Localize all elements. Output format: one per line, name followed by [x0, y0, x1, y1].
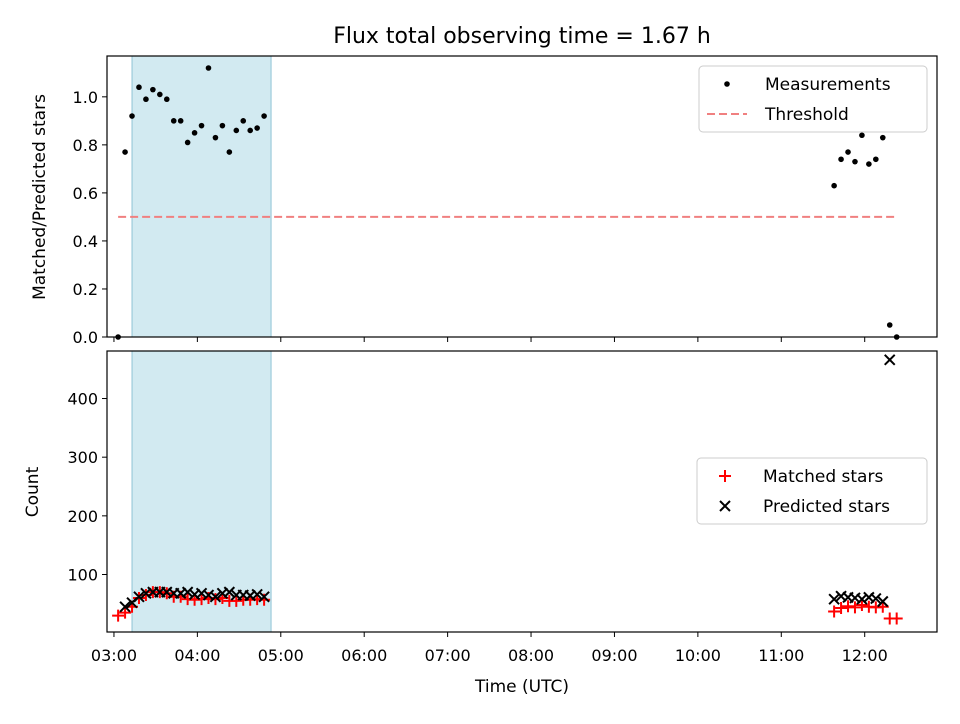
- top-measurement-point: [191, 130, 198, 136]
- top-measurement-point: [226, 149, 233, 155]
- bottom-x-tick-label: 09:00: [591, 646, 637, 665]
- bottom-legend-box: [696, 457, 928, 525]
- top-measurement-point: [859, 132, 865, 139]
- bottom-x-tick-label: 03:00: [91, 646, 137, 665]
- bottom-predicted-point: [209, 591, 222, 603]
- bottom-predicted-point: [258, 591, 270, 603]
- bottom-predicted-point: [119, 601, 131, 613]
- top-measurement-point: [198, 122, 205, 129]
- bottom-predicted-point: [828, 593, 840, 605]
- top-measurement-point: [831, 182, 837, 189]
- top-measurement-point: [205, 65, 212, 71]
- top-y-axis-label: Matched/Predicted stars: [30, 94, 50, 300]
- bottom-matched-point: [230, 594, 243, 607]
- top-measurement-point: [143, 96, 149, 103]
- top-y-tick-label: 0.4: [73, 232, 98, 251]
- bottom-x-tick-label: 05:00: [258, 646, 304, 665]
- bottom-predicted-point: [856, 593, 868, 605]
- bottom-predicted-point: [181, 586, 194, 598]
- bottom-matched-point: [112, 609, 125, 622]
- bottom-axes-frame: [106, 350, 938, 633]
- bottom-matched-point: [842, 600, 855, 613]
- bottom-y-tick-label: 200: [67, 507, 98, 526]
- top-measurement-point: [170, 118, 177, 124]
- top-measurement-point: [873, 156, 879, 163]
- x-axis-label: Time (UTC): [474, 677, 569, 697]
- top-measurement-point: [240, 118, 247, 124]
- bottom-predicted-point: [870, 592, 882, 605]
- top-legend: Measurements Threshold: [698, 65, 928, 133]
- top-legend-box: [698, 65, 928, 133]
- bottom-predicted-point: [133, 591, 145, 603]
- bottom-legend-marker: [719, 470, 731, 482]
- bottom-predicted-point: [202, 589, 215, 601]
- top-measurement-point: [886, 322, 893, 328]
- top-y-tick-label: 1.0: [73, 88, 98, 107]
- bottom-matched-point: [855, 599, 868, 612]
- top-y-tick-label: 0.2: [73, 280, 98, 299]
- top-y-tick-label: 0.8: [73, 136, 98, 155]
- top-measurement-point: [852, 158, 858, 165]
- top-measurement-point: [150, 86, 156, 93]
- top-measurement-point: [261, 113, 267, 119]
- top-measurement-point: [845, 149, 851, 155]
- top-measurement-point: [233, 127, 240, 134]
- top-measurement-point: [212, 134, 219, 141]
- bottom-x-tick-label: 06:00: [341, 646, 387, 665]
- top-axes-frame: [106, 55, 938, 338]
- top-measurement-point: [219, 122, 226, 129]
- bottom-x-tick-label: 07:00: [425, 646, 471, 665]
- top-measurement-point: [163, 96, 170, 103]
- bottom-matched-point: [848, 601, 861, 614]
- bottom-x-tick-label: 04:00: [174, 646, 220, 665]
- bottom-y-tick-label: 300: [67, 448, 98, 467]
- chart-title: Flux total observing time = 1.67 h: [333, 24, 711, 49]
- top-legend-label: Threshold: [764, 105, 849, 125]
- top-measurement-point: [129, 113, 135, 119]
- bottom-predicted-point: [877, 595, 889, 608]
- bottom-legend-label: Matched stars: [763, 467, 883, 487]
- top-observing-span: [131, 55, 272, 338]
- top-y-tick-label: 0.6: [73, 184, 98, 203]
- bottom-panel: 100 200 300 400 03:00 04:00 05:00 06:00 07:00 08:…: [67, 350, 938, 665]
- top-measurement-point: [122, 149, 128, 155]
- bottom-legend-label: Predicted stars: [763, 497, 890, 517]
- top-measurement-point: [247, 127, 253, 134]
- bottom-matched-point: [119, 606, 132, 619]
- top-measurement-point: [838, 156, 844, 163]
- top-measurement-point: [177, 118, 184, 124]
- top-legend-label: Measurements: [765, 75, 891, 95]
- top-measurement-point: [866, 161, 872, 167]
- bottom-predicted-point: [251, 588, 263, 601]
- bottom-x-tick-label: 12:00: [842, 646, 888, 665]
- top-measurement-point: [136, 84, 142, 91]
- bottom-matched-point: [835, 601, 848, 614]
- bottom-matched-point: [890, 612, 903, 625]
- top-legend-marker: [724, 81, 730, 87]
- bottom-y-tick-label: 100: [67, 566, 98, 585]
- bottom-predicted-point: [884, 354, 896, 366]
- bottom-x-tick-label: 11:00: [758, 646, 804, 665]
- bottom-legend-marker: [719, 500, 731, 512]
- bottom-x-tick-label: 10:00: [675, 646, 721, 665]
- bottom-y-tick-label: 400: [67, 390, 98, 409]
- bottom-predicted-point: [223, 586, 236, 598]
- top-measurement-point: [254, 125, 260, 131]
- top-panel: 0.0 0.2 0.4 0.6 0.8 1.0 Measurements Threshold: [73, 55, 938, 347]
- top-measurement-point: [879, 134, 886, 141]
- top-measurement-point: [157, 91, 163, 98]
- top-y-tick-label: 0.0: [73, 328, 98, 347]
- bottom-x-tick-label: 08:00: [508, 646, 554, 665]
- top-measurement-point: [184, 139, 191, 146]
- bottom-y-axis-label: Count: [23, 466, 43, 517]
- bottom-matched-point: [828, 605, 841, 618]
- bottom-legend: Matched stars Predicted stars: [696, 457, 928, 525]
- bottom-predicted-point: [195, 587, 208, 599]
